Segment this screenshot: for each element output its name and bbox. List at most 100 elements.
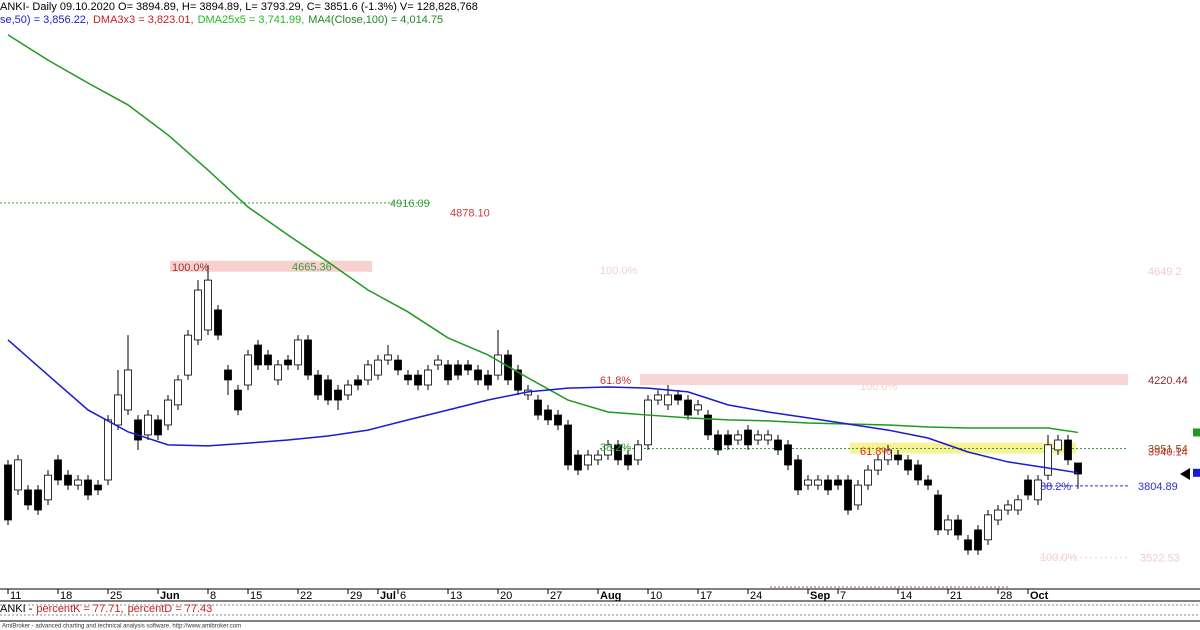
candle-body bbox=[594, 454, 602, 461]
candle-body bbox=[24, 489, 32, 506]
legend-item: MA4(Close,100) = 4,014.75 bbox=[308, 14, 443, 26]
fib-label: 38.2% bbox=[1040, 481, 1071, 493]
level-label: 4220.44 bbox=[1148, 375, 1188, 387]
candle-body bbox=[444, 364, 452, 381]
level-label: 4649.2 bbox=[1148, 266, 1182, 278]
candle-body bbox=[974, 529, 982, 551]
legend-item: percentK = 77.71, bbox=[36, 603, 123, 615]
candle-body bbox=[654, 394, 662, 401]
x-tick-label: 21 bbox=[950, 590, 962, 602]
level-label: 3940.14 bbox=[1148, 446, 1188, 458]
candle-body bbox=[634, 444, 642, 461]
candle-body bbox=[734, 434, 742, 441]
fib-label: 61.8% bbox=[860, 446, 891, 458]
candle-body bbox=[394, 359, 402, 371]
candle-body bbox=[644, 399, 652, 446]
candle-body bbox=[124, 369, 132, 411]
level-label: 3804.89 bbox=[1138, 481, 1178, 493]
candle-body bbox=[814, 479, 822, 486]
x-tick-label: 29 bbox=[350, 590, 362, 602]
last-close-arrow bbox=[1180, 467, 1190, 480]
candle-body bbox=[794, 459, 802, 491]
header: ANKI- Daily 09.10.2020 O= 3894.89, H= 38… bbox=[0, 1, 478, 13]
candle-body bbox=[204, 279, 212, 331]
x-tick-label: 11 bbox=[10, 590, 21, 602]
levels bbox=[0, 202, 1128, 559]
candle-body bbox=[14, 459, 22, 491]
candle-body bbox=[774, 439, 782, 451]
candle-body bbox=[454, 364, 462, 376]
candle-body bbox=[624, 454, 632, 466]
x-tick-label: 22 bbox=[300, 590, 312, 602]
legend-item: ANKI - bbox=[0, 603, 33, 615]
zones bbox=[170, 260, 1128, 454]
candle-body bbox=[54, 459, 62, 481]
candle-body bbox=[944, 519, 952, 531]
candle-body bbox=[354, 379, 362, 386]
candle-body bbox=[474, 369, 482, 381]
level-label: 3522.53 bbox=[1140, 553, 1180, 565]
candle-body bbox=[934, 494, 942, 531]
candle-body bbox=[484, 374, 492, 386]
x-tick-label: 8 bbox=[210, 590, 216, 602]
candle-body bbox=[574, 454, 582, 471]
legend-item: se,50) = 3,856.22, bbox=[0, 14, 89, 26]
x-tick-label: 10 bbox=[650, 590, 662, 602]
candle-body bbox=[4, 464, 12, 521]
candle-body bbox=[84, 479, 92, 496]
candle-body bbox=[544, 409, 552, 421]
x-tick-label: 20 bbox=[500, 590, 512, 602]
moving-average bbox=[7, 34, 1079, 434]
candle-body bbox=[664, 394, 672, 406]
candle-body bbox=[904, 459, 912, 471]
candle-body bbox=[714, 434, 722, 451]
x-tick-label: 17 bbox=[700, 590, 712, 602]
candle-body bbox=[1014, 499, 1022, 511]
candle-body bbox=[404, 374, 412, 381]
level-zone bbox=[170, 260, 372, 272]
candle-body bbox=[704, 414, 712, 436]
x-tick-label: 14 bbox=[900, 590, 912, 602]
candle-body bbox=[1054, 439, 1062, 451]
overlays bbox=[7, 34, 1200, 480]
candle-body bbox=[64, 474, 72, 486]
fib-label: 38.2% bbox=[600, 442, 631, 454]
candle-body bbox=[374, 359, 382, 376]
candle-body bbox=[1024, 479, 1032, 496]
candle-body bbox=[764, 434, 772, 441]
x-tick-label: 24 bbox=[750, 590, 762, 602]
candle-body bbox=[874, 459, 882, 471]
candle-body bbox=[44, 474, 52, 501]
candle-body bbox=[534, 399, 542, 416]
candle-body bbox=[384, 354, 392, 361]
x-tick-label: 13 bbox=[450, 590, 462, 602]
level-zone bbox=[850, 442, 1076, 454]
candle-body bbox=[314, 374, 322, 396]
candle-body bbox=[264, 354, 272, 366]
candle-body bbox=[894, 454, 902, 461]
candle-body bbox=[584, 454, 592, 466]
level-label: 4665.36 bbox=[292, 262, 332, 274]
candle-body bbox=[1004, 504, 1012, 511]
candle-body bbox=[844, 479, 852, 511]
fib-label: 100.0% bbox=[172, 262, 210, 274]
candle-body bbox=[504, 354, 512, 381]
candle-body bbox=[214, 309, 222, 336]
candle-body bbox=[1034, 479, 1042, 501]
candle-body bbox=[94, 484, 102, 491]
x-tick-label: Jul bbox=[380, 590, 396, 602]
legend-item: percentD = 77.43 bbox=[128, 603, 213, 615]
candle-body bbox=[674, 394, 682, 401]
candle-body bbox=[114, 394, 122, 426]
candle-body bbox=[184, 334, 192, 376]
fib-label: 100.0% bbox=[860, 381, 898, 393]
candle-body bbox=[614, 444, 622, 461]
candle-body bbox=[164, 399, 172, 426]
candle-body bbox=[754, 434, 762, 441]
footer: AmiBroker - advanced charting and techni… bbox=[2, 624, 241, 630]
x-tick-label: Aug bbox=[600, 590, 621, 602]
last-value-marker bbox=[1193, 468, 1200, 477]
candle-body bbox=[74, 479, 82, 486]
candle-body bbox=[684, 399, 692, 416]
